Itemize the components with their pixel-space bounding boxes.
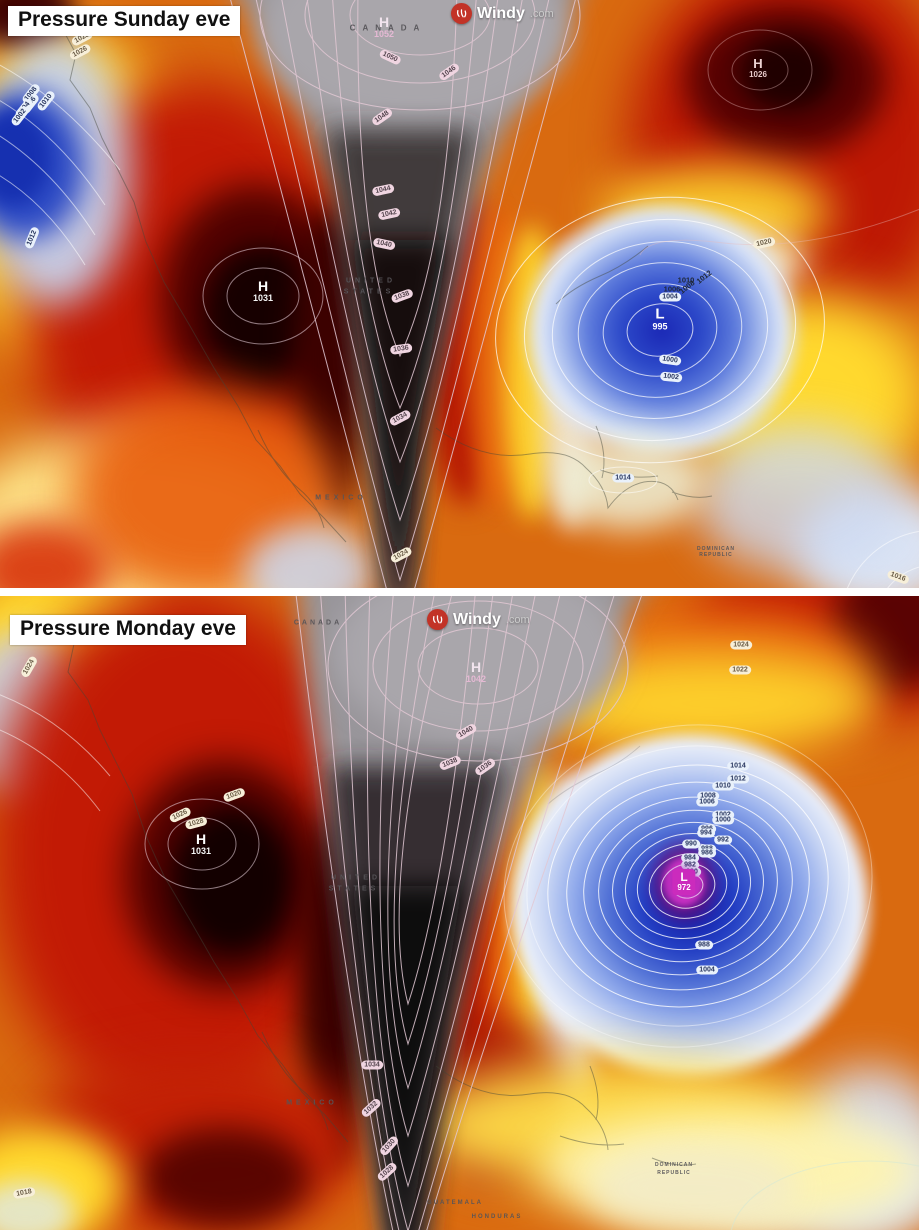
isobar-label: 1006 bbox=[696, 797, 718, 807]
pressure-system-symbol: H bbox=[470, 659, 482, 675]
isobar-label: 1014 bbox=[612, 473, 634, 483]
pressure-high-marker: H 1042 bbox=[466, 660, 486, 684]
isobar-label: 1046 bbox=[437, 62, 461, 82]
isobar-label: 1036 bbox=[473, 757, 497, 777]
isobar-label: 992 bbox=[714, 835, 732, 845]
geo-label: MEXICO bbox=[315, 494, 367, 502]
isobar-label: 1040 bbox=[454, 722, 478, 742]
windy-logo-icon bbox=[427, 609, 448, 630]
isobar-label: 1024 bbox=[19, 655, 39, 679]
pressure-system-value: 972 bbox=[677, 883, 691, 892]
pressure-system-symbol: H bbox=[753, 56, 763, 71]
labels-layer: 1050 1046 1048 1044 1042 1040 1038 1036 1034 1024… bbox=[0, 0, 919, 588]
pressure-system-value: 1026 bbox=[749, 70, 767, 79]
isobar-label: 990 bbox=[682, 839, 700, 849]
panel-title: Pressure Sunday eve bbox=[8, 6, 241, 36]
isobar-label: 1042 bbox=[377, 207, 401, 221]
isobar-label: 1022 bbox=[729, 665, 751, 675]
isobar-label: 1002 bbox=[9, 104, 31, 128]
geo-label: MEXICO bbox=[286, 1099, 338, 1107]
pressure-low-marker: L 995 bbox=[652, 307, 667, 332]
geo-label: CANADA bbox=[293, 619, 343, 627]
labels-layer: 1040 1038 1036 1034 1032 1030 1028 1024 1022 1024… bbox=[0, 596, 919, 1230]
isobar-label: 1012 bbox=[23, 226, 41, 250]
isobar-label: 1020 bbox=[752, 236, 776, 250]
geo-label: STATES bbox=[343, 288, 395, 296]
isobar-label: 1032 bbox=[359, 1097, 383, 1119]
isobar-label: 1048 bbox=[370, 107, 394, 127]
isobar-label: 1040 bbox=[372, 237, 396, 251]
geo-label: REPUBLIC bbox=[699, 552, 733, 558]
pressure-high-marker: H 1031 bbox=[253, 279, 273, 303]
windy-brand-tld: .com bbox=[505, 613, 530, 626]
isobar-label: 1028 bbox=[184, 815, 208, 831]
panel-title: Pressure Monday eve bbox=[10, 615, 246, 645]
pressure-system-value: 1042 bbox=[465, 674, 487, 684]
pressure-system-symbol: L bbox=[655, 305, 665, 323]
windy-logo-icon bbox=[451, 3, 472, 24]
pressure-system-value: 995 bbox=[652, 321, 668, 332]
isobar-label: 1004 bbox=[696, 965, 718, 975]
pressure-high-marker: H 1052 bbox=[374, 15, 394, 39]
isobar-label: 1024 bbox=[730, 640, 752, 650]
windy-logo[interactable]: Windy .com bbox=[427, 609, 530, 630]
isobar-label: 1044 bbox=[371, 183, 395, 197]
pressure-system-value: 1031 bbox=[252, 293, 274, 303]
isobar-label: 1014 bbox=[727, 761, 749, 771]
isobar-label: 1010 bbox=[35, 89, 57, 113]
isobar-label: 1018 bbox=[12, 1186, 36, 1200]
geo-label: DOMINICAN bbox=[655, 1162, 693, 1168]
geo-label: GUATEMALA bbox=[427, 1200, 483, 1206]
isobar-label: 1036 bbox=[389, 343, 413, 355]
isobar-label: 1000 bbox=[658, 354, 682, 366]
isobar-label: 1038 bbox=[438, 754, 462, 772]
isobar-label: 994 bbox=[697, 828, 715, 838]
pressure-map-sunday-eve: 1050 1046 1048 1044 1042 1040 1038 1036 1034 1024… bbox=[0, 0, 919, 588]
isobar-label: 1002 bbox=[659, 371, 683, 383]
isobar-label: 1028 bbox=[375, 1161, 399, 1183]
pressure-high-marker: H 1031 bbox=[191, 832, 211, 856]
windy-logo[interactable]: Windy .com bbox=[451, 3, 554, 24]
windy-brand-text: Windy bbox=[453, 610, 501, 628]
isobar-label: 1050 bbox=[378, 48, 402, 66]
pressure-low-marker: L 972 bbox=[672, 869, 696, 895]
windy-brand-tld: .com bbox=[529, 7, 554, 20]
pressure-map-monday-eve: 1040 1038 1036 1034 1032 1030 1028 1024 1022 1024… bbox=[0, 596, 919, 1230]
isobar-label: 1030 bbox=[378, 1134, 400, 1158]
pressure-system-symbol: H bbox=[257, 278, 269, 294]
isobar-label: 1020 bbox=[222, 787, 246, 803]
geo-label: UNITED bbox=[330, 874, 382, 882]
isobar-label: 986 bbox=[698, 848, 716, 858]
isobar-label: 988 bbox=[695, 940, 713, 950]
isobar-label: 1000 bbox=[712, 815, 734, 825]
pressure-system-symbol: H bbox=[378, 14, 390, 30]
isobar-label: 1016 bbox=[886, 569, 910, 585]
isobar-label: 1034 bbox=[361, 1060, 383, 1070]
pressure-system-symbol: H bbox=[195, 831, 207, 847]
pressure-system-value: 1031 bbox=[190, 846, 212, 856]
windy-brand-text: Windy bbox=[477, 4, 525, 22]
pressure-high-marker: H 1026 bbox=[749, 57, 767, 79]
isobar-label: 1024 bbox=[389, 545, 413, 565]
isobar-label: 1006 bbox=[663, 284, 681, 294]
geo-label: REPUBLIC bbox=[657, 1170, 691, 1176]
isobar-label: 1034 bbox=[388, 408, 412, 428]
isobar-label: 1026 bbox=[68, 42, 92, 62]
geo-label: HONDURAS bbox=[471, 1214, 523, 1220]
geo-label: UNITED bbox=[345, 277, 397, 285]
isobar-label: 1010 bbox=[712, 781, 734, 791]
pressure-system-symbol: L bbox=[680, 870, 688, 884]
pressure-system-value: 1052 bbox=[373, 29, 395, 39]
geo-label: STATES bbox=[328, 885, 380, 893]
